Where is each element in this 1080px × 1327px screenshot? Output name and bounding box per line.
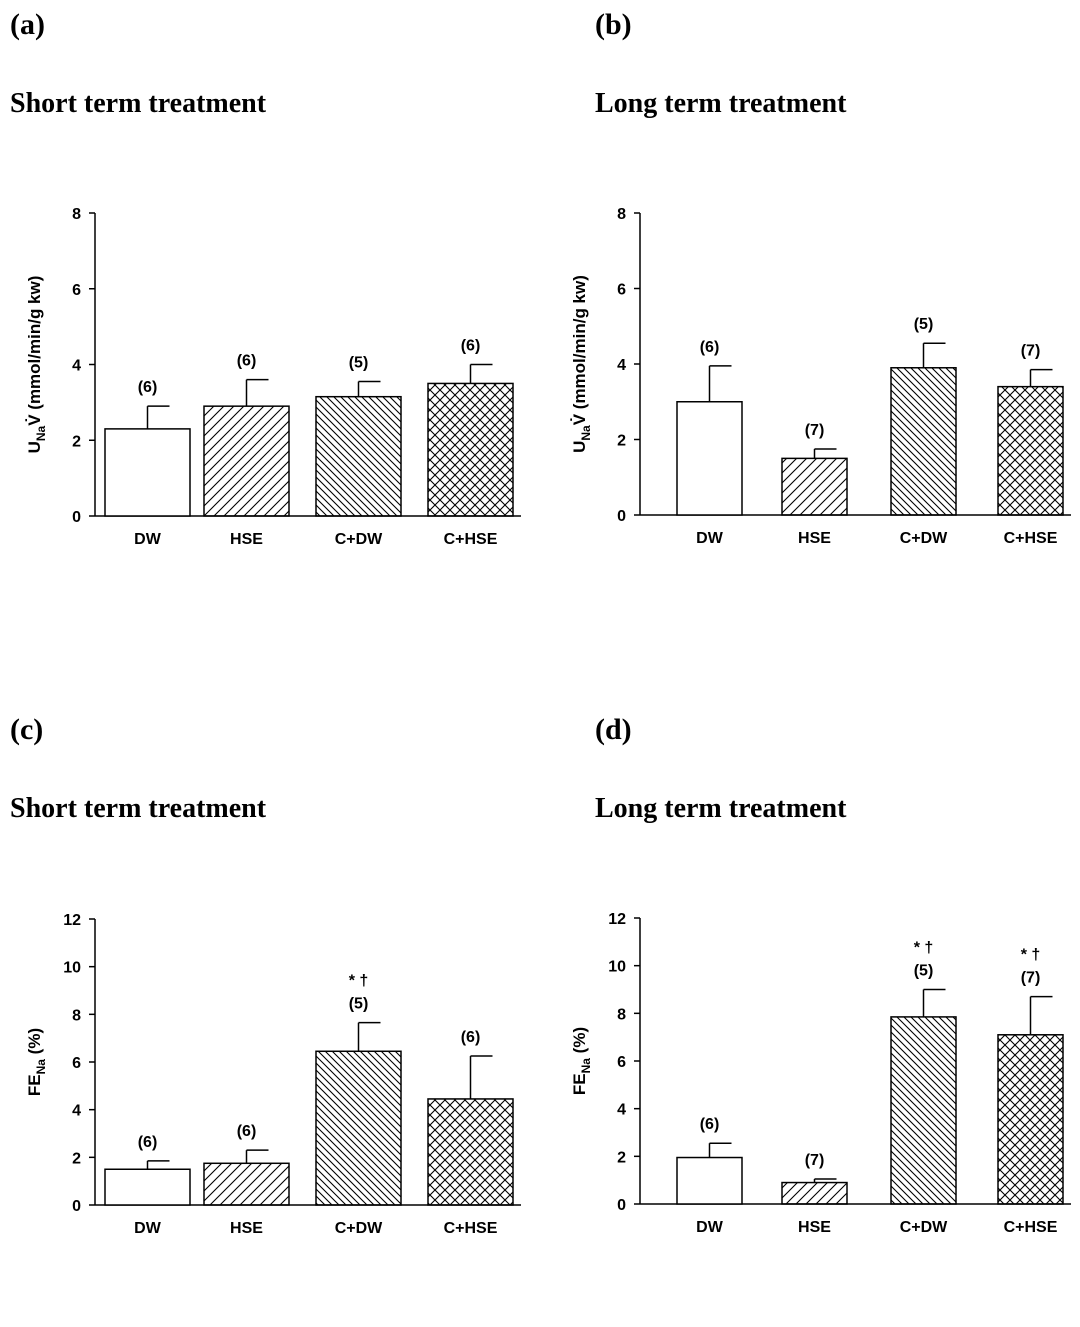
bar	[203, 405, 290, 517]
y-tick-label: 6	[617, 1054, 626, 1071]
n-label: (7)	[805, 1152, 825, 1169]
bar	[781, 1181, 848, 1205]
x-tick-label: DW	[134, 1220, 162, 1237]
panel-letter: (c)	[10, 713, 44, 746]
y-tick-label: 2	[72, 1150, 81, 1167]
n-label: (6)	[700, 339, 720, 356]
y-tick-label: 10	[63, 960, 81, 977]
n-label: (5)	[914, 316, 934, 333]
y-tick-label: 0	[617, 1197, 626, 1214]
x-tick-label: HSE	[230, 531, 263, 548]
panel-b: (b) Long term treatment 0 2 4 6 8 UNaV̇ (mmol…	[570, 0, 1080, 622]
bar	[315, 395, 402, 517]
x-tick-label: DW	[696, 1219, 724, 1236]
y-tick-label: 2	[72, 433, 81, 450]
bar	[104, 1168, 191, 1206]
y-tick-label: 12	[608, 911, 626, 928]
panel-letter: (d)	[595, 713, 632, 746]
bar-chart: 0 2 4 6 8 10 12 FENa (%) (6) DW (6) HSE (5) * † C+DW (6…	[25, 912, 521, 1237]
y-tick-label: 10	[608, 959, 626, 976]
bar	[203, 1162, 290, 1206]
y-tick-label: 2	[617, 1149, 626, 1166]
bar	[104, 428, 191, 517]
x-tick-label: C+HSE	[444, 531, 498, 548]
y-tick-label: 2	[617, 433, 626, 450]
x-tick-label: HSE	[798, 1219, 831, 1236]
n-label: (5)	[349, 355, 369, 372]
n-label: (6)	[237, 353, 257, 370]
x-tick-label: C+DW	[335, 1220, 383, 1237]
n-label: (7)	[1021, 343, 1041, 360]
x-tick-label: HSE	[798, 530, 831, 547]
significance-label: * †	[1021, 947, 1041, 964]
panel-letter: (b)	[595, 8, 632, 41]
bar	[781, 457, 848, 516]
y-axis-label: FENa (%)	[25, 1028, 48, 1096]
n-label: (6)	[461, 1029, 481, 1046]
y-tick-label: 0	[617, 508, 626, 525]
x-tick-label: C+HSE	[1004, 1219, 1058, 1236]
bar-chart: 0 2 4 6 8 10 12 FENa (%) (6) DW (7) HSE (5) * † C+DW (7…	[570, 911, 1071, 1236]
x-tick-label: C+DW	[335, 531, 383, 548]
y-tick-label: 8	[617, 206, 626, 223]
y-tick-label: 0	[72, 1198, 81, 1215]
y-axis-label: UNaV̇ (mmol/min/g kw)	[570, 275, 593, 453]
y-tick-label: 8	[72, 1007, 81, 1024]
x-tick-label: C+HSE	[444, 1220, 498, 1237]
panel-title: Long term treatment	[595, 793, 847, 824]
n-label: (7)	[1021, 970, 1041, 987]
bar	[315, 1050, 402, 1206]
panel-c: (c) Short term treatment 0 2 4 6 8 10 12 FENa (…	[0, 705, 540, 1327]
n-label: (6)	[237, 1123, 257, 1140]
y-axis-label: FENa (%)	[570, 1027, 593, 1095]
significance-label: * †	[914, 940, 934, 957]
y-tick-label: 4	[72, 1103, 81, 1120]
y-tick-label: 0	[72, 509, 81, 526]
bar	[997, 1034, 1064, 1205]
y-tick-label: 4	[617, 357, 626, 374]
bar	[997, 385, 1064, 516]
n-label: (5)	[349, 996, 369, 1013]
y-axis-label: UNaV̇ (mmol/min/g kw)	[25, 276, 48, 454]
y-tick-label: 8	[72, 206, 81, 223]
x-tick-label: C+DW	[900, 1219, 948, 1236]
x-tick-label: HSE	[230, 1220, 263, 1237]
y-tick-label: 4	[617, 1102, 626, 1119]
bar	[890, 1016, 957, 1205]
n-label: (6)	[700, 1116, 720, 1133]
panel-d: (d) Long term treatment 0 2 4 6 8 10 12 FENa (%…	[570, 705, 1080, 1327]
bar	[890, 367, 957, 516]
n-label: (6)	[138, 379, 158, 396]
x-tick-label: C+HSE	[1004, 530, 1058, 547]
panel-a: (a) Short term treatment 0 2 4 6 8 UNaV̇ (mmo…	[0, 0, 540, 622]
significance-label: * †	[349, 973, 369, 990]
n-label: (5)	[914, 963, 934, 980]
y-tick-label: 6	[617, 282, 626, 299]
panel-title: Long term treatment	[595, 88, 847, 119]
n-label: (6)	[138, 1134, 158, 1151]
n-label: (6)	[461, 338, 481, 355]
x-tick-label: C+DW	[900, 530, 948, 547]
bar-chart: 0 2 4 6 8 UNaV̇ (mmol/min/g kw) (6) DW (7) HSE (5)…	[570, 206, 1071, 547]
y-tick-label: 12	[63, 912, 81, 929]
x-tick-label: DW	[134, 531, 162, 548]
panel-letter: (a)	[10, 8, 45, 41]
bar	[676, 1156, 743, 1205]
panel-title: Short term treatment	[10, 88, 267, 119]
x-tick-label: DW	[696, 530, 724, 547]
panel-title: Short term treatment	[10, 793, 267, 824]
bar	[427, 1098, 514, 1206]
y-tick-label: 8	[617, 1006, 626, 1023]
bar	[427, 382, 514, 517]
y-tick-label: 6	[72, 282, 81, 299]
y-tick-label: 4	[72, 358, 81, 375]
n-label: (7)	[805, 422, 825, 439]
bar	[676, 401, 743, 516]
y-tick-label: 6	[72, 1055, 81, 1072]
bar-chart: 0 2 4 6 8 UNaV̇ (mmol/min/g kw) (6) DW (6) HSE (5)…	[25, 206, 521, 548]
